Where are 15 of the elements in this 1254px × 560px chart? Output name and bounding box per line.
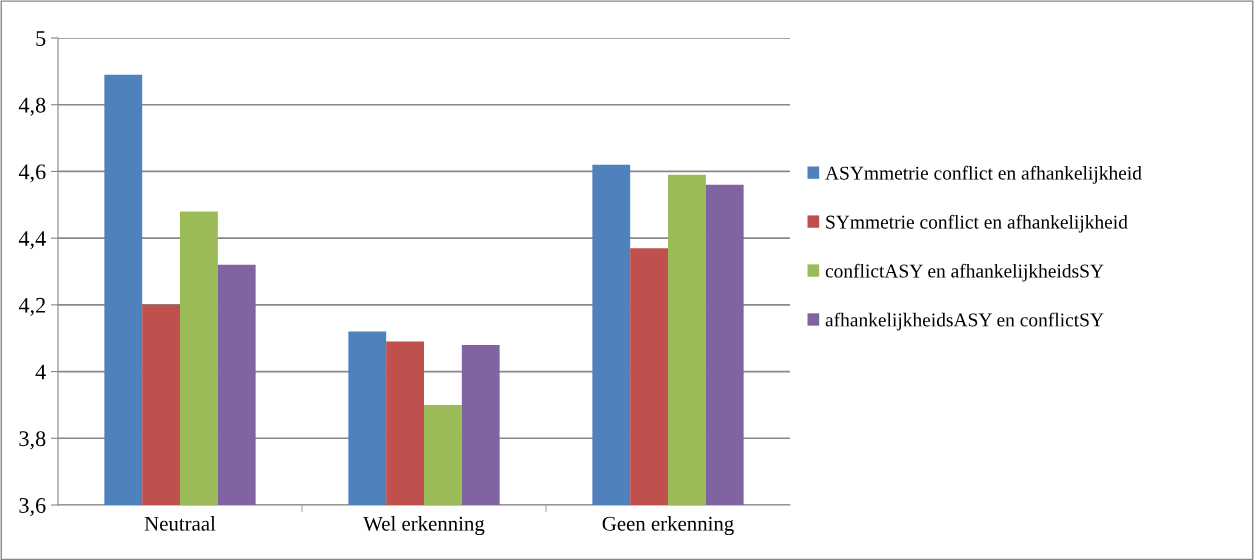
y-tick-label: 4,4 [18, 231, 46, 250]
y-tick-label: 4,6 [18, 164, 46, 183]
y-tick-label: 3,6 [19, 497, 46, 517]
x-tick-label: Wel erkenning [363, 516, 485, 536]
legend-label: ASYmmetrie conflict en afhankelijkheid [825, 165, 1142, 184]
y-tick-label: 4 [35, 364, 46, 380]
y-tick-label: 4,2 [18, 297, 45, 316]
x-tick-label: Neutraal [144, 516, 216, 531]
legend-label: afhankelijkheidsASY en conflictSY [825, 312, 1104, 331]
x-tick-label: Geen erkenning [602, 516, 734, 536]
y-tick-label: 4,8 [18, 97, 46, 116]
legend-label: SYmmetrie conflict en afhankelijkheid [826, 214, 1128, 233]
legend-label: conflictASY en afhankelijkheidsSY [825, 263, 1104, 282]
y-tick-label: 3,8 [19, 431, 46, 450]
y-tick-label: 5 [36, 31, 46, 46]
